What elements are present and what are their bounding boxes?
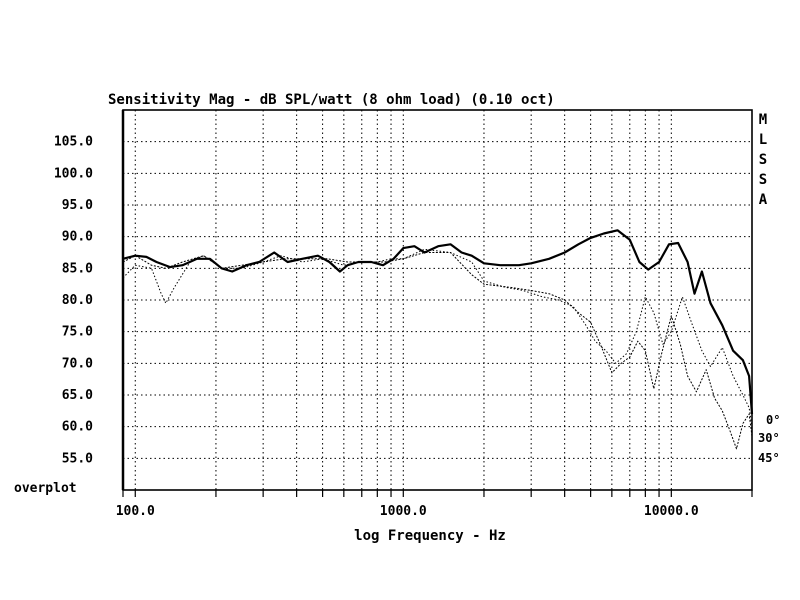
chart-title: Sensitivity Mag - dB SPL/watt (8 ohm loa… (108, 92, 555, 108)
y-tick-label: 80.0 (62, 293, 93, 308)
series-line-30deg (122, 248, 753, 427)
side-letter: S (759, 152, 767, 168)
side-letter: L (759, 132, 767, 148)
y-tick-label: 85.0 (62, 261, 93, 276)
angle-legend: 0° 30° 45° (758, 413, 780, 465)
series-group (122, 229, 754, 450)
y-tick-label: 70.0 (62, 356, 93, 371)
y-tick-label: 100.0 (54, 166, 93, 181)
x-tick-label: 100.0 (116, 504, 155, 519)
tick-labels: 105.0 100.0 95.0 90.0 85.0 80.0 75.0 70.0 65.0 60… (54, 135, 699, 519)
x-tick-label: 10000.0 (644, 504, 699, 519)
angle-label: 30° (758, 431, 780, 445)
series-line-0deg (122, 229, 754, 415)
y-tick-label: 55.0 (62, 451, 93, 466)
y-tick-label: 105.0 (54, 135, 93, 150)
x-tick-label: 1000.0 (380, 504, 427, 519)
angle-label: 45° (758, 451, 780, 465)
overplot-label: overplot (14, 481, 77, 496)
plot-frame (122, 109, 753, 491)
y-tick-label: 65.0 (62, 388, 93, 403)
y-tick-label: 60.0 (62, 420, 93, 435)
x-axis-label: log Frequency - Hz (354, 528, 506, 544)
y-tick-label: 75.0 (62, 325, 93, 340)
series-line-45deg (122, 252, 753, 450)
side-letter: A (759, 192, 768, 208)
y-tick-label: 95.0 (62, 198, 93, 213)
side-letter: M (759, 112, 767, 128)
grid (122, 110, 753, 497)
angle-label: 0° (766, 413, 780, 427)
side-letter: S (759, 172, 767, 188)
y-tick-label: 90.0 (62, 230, 93, 245)
